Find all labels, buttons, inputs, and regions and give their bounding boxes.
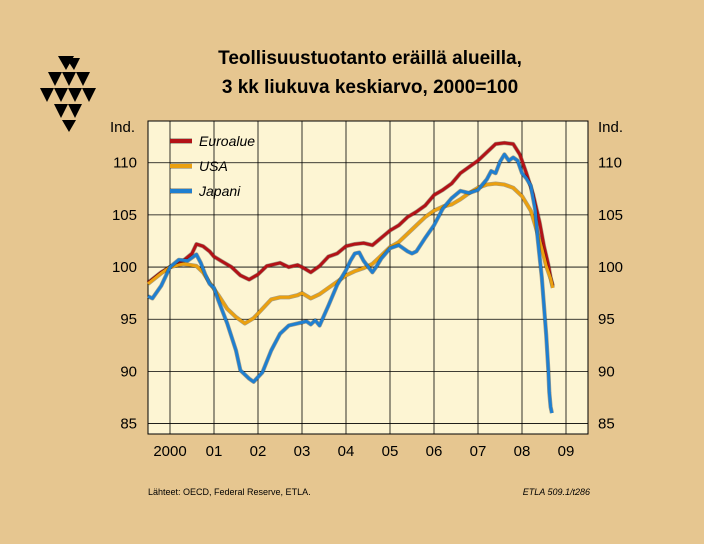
y-tick-left: 110 [113, 155, 137, 172]
chart-subtitle: 3 kk liukuva keskiarvo, 2000=100 [221, 77, 519, 98]
y-tick-right: 95 [598, 311, 615, 328]
y-tick-right: 110 [598, 155, 622, 172]
x-tick-label: 09 [558, 443, 575, 460]
y-tick-left: 85 [120, 416, 137, 433]
chart-code: ETLA 509.1/t286 [522, 487, 590, 497]
y-tick-left: 100 [112, 259, 137, 276]
x-tick-label: 05 [382, 443, 399, 460]
plot-area [147, 120, 589, 435]
y-tick-left: 105 [112, 207, 137, 224]
chart-title-block: Teollisuustuotanto eräillä alueilla, 3 k… [150, 44, 590, 102]
y-tick-right: 105 [598, 207, 623, 224]
legend-label: Japani [198, 183, 241, 199]
series-line-usa [147, 182, 555, 325]
x-axis: 2000 01 02 03 04 05 06 07 08 09 [153, 443, 574, 460]
x-tick-label: 2000 [153, 443, 186, 460]
y-tick-right: 90 [598, 363, 615, 380]
source-note: Lähteet: OECD, Federal Reserve, ETLA. [148, 487, 311, 497]
etla-logo-icon [40, 56, 96, 132]
legend: Euroalue USA Japani [170, 133, 255, 199]
y-tick-right: 100 [598, 259, 623, 276]
y-axis-right-label: Ind. [598, 119, 623, 136]
y-axis-left: 85 90 95 100 105 110 [112, 155, 137, 433]
series-line-euroalue [147, 141, 555, 287]
y-tick-left: 95 [120, 311, 137, 328]
x-tick-label: 06 [426, 443, 443, 460]
y-tick-right: 85 [598, 416, 615, 433]
series-lines [146, 140, 555, 414]
chart-title: Teollisuustuotanto eräillä alueilla, [218, 48, 522, 69]
legend-label: Euroalue [199, 133, 255, 149]
x-tick-label: 02 [250, 443, 267, 460]
y-tick-left: 90 [120, 363, 137, 380]
x-tick-label: 04 [338, 443, 355, 460]
x-tick-label: 08 [514, 443, 531, 460]
legend-label: USA [199, 158, 228, 174]
x-tick-label: 01 [206, 443, 223, 460]
x-tick-label: 03 [294, 443, 311, 460]
y-axis-left-label: Ind. [110, 119, 135, 136]
series-line-japani [147, 152, 554, 414]
y-axis-right: 85 90 95 100 105 110 [598, 155, 623, 433]
x-tick-label: 07 [470, 443, 487, 460]
